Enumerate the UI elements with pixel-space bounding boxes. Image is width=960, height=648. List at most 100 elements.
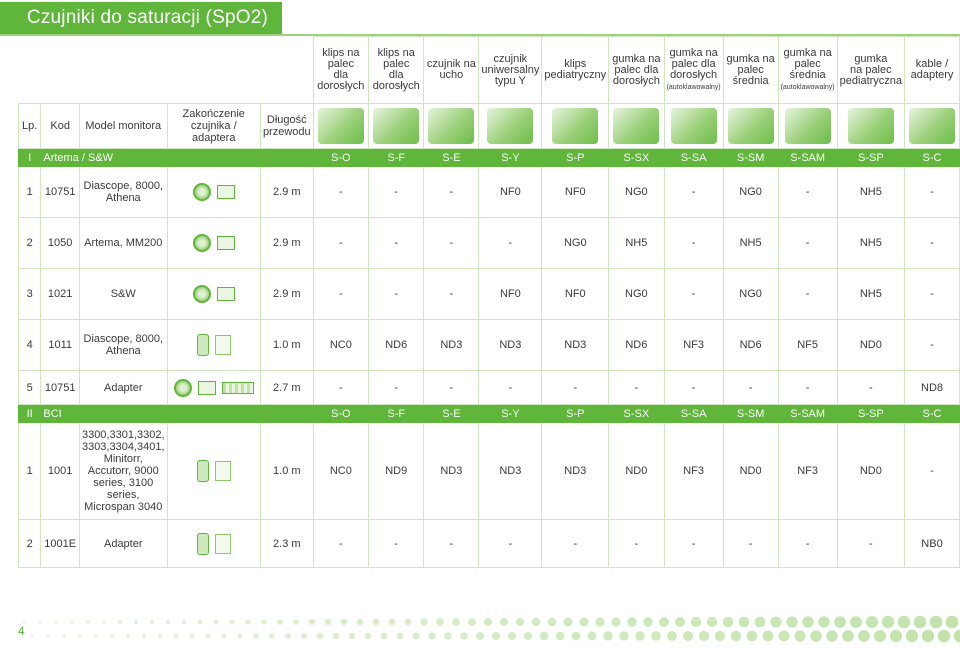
- decor-dot: [285, 633, 291, 639]
- sensor-photo: [777, 103, 838, 149]
- row-connector: [166, 422, 261, 520]
- sensor-photo: [663, 103, 724, 149]
- decor-dot: [515, 617, 525, 627]
- sensor-image: [784, 108, 831, 144]
- decor-dot: [189, 633, 195, 639]
- decor-dot: [738, 616, 750, 628]
- sensor-code: S-SM: [722, 148, 779, 167]
- col-length-header: Długość przewodu: [259, 103, 314, 149]
- compat-cell: -: [423, 519, 480, 568]
- decor-dot: [476, 632, 484, 640]
- compat-cell: NG0: [608, 268, 665, 320]
- section-number: I: [17, 148, 42, 167]
- decor-dot: [786, 616, 798, 628]
- decor-dot: [348, 632, 356, 640]
- table-row: 1 1001 3300,3301,3302, 3303,3304,3401, Min…: [17, 422, 960, 520]
- header-blank: [19, 37, 314, 104]
- decor-dot: [754, 616, 766, 628]
- sensor-photo: [904, 103, 960, 149]
- sensor-code: S-Y: [478, 148, 543, 167]
- decor-dot: [452, 618, 460, 626]
- compat-cell: -: [541, 370, 610, 405]
- sensor-type-line2: dla dorosłych: [372, 69, 420, 92]
- sensor-code: S-SAM: [777, 404, 838, 423]
- compat-cell: -: [478, 519, 543, 568]
- section-name: Artema / S&W: [40, 148, 314, 167]
- decor-dot: [428, 632, 436, 640]
- sensor-type-header: klips na palec dla dorosłych: [368, 36, 425, 104]
- compat-cell: -: [663, 370, 724, 405]
- sensor-type-header: czujnik na ucho: [423, 36, 480, 104]
- sensor-image: [317, 108, 364, 144]
- decor-dot: [722, 616, 734, 628]
- decor-dot: [563, 617, 573, 627]
- decor-dot: [412, 632, 420, 640]
- decor-dot: [889, 629, 903, 643]
- decor-dot: [221, 633, 227, 639]
- compat-cell: NC0: [312, 422, 370, 520]
- sensor-type-line1: gumka na palec dla: [669, 46, 718, 70]
- decor-dot: [778, 630, 790, 642]
- decor-dot: [468, 618, 476, 626]
- sensor-type-line2: typu Y: [494, 74, 526, 87]
- compat-cell: -: [777, 166, 838, 218]
- decor-dot: [651, 631, 661, 641]
- compat-cell: NF3: [663, 422, 724, 520]
- compat-cell: -: [777, 370, 838, 405]
- sensor-image: [428, 108, 475, 144]
- connector-icons: [170, 334, 258, 356]
- compat-cell: NF3: [777, 422, 838, 520]
- compat-cell: ND3: [423, 319, 480, 371]
- sensor-type-header: gumka na palec dla dorosłych: [608, 36, 665, 104]
- compat-cell: ND6: [368, 319, 425, 371]
- decor-dot: [675, 617, 685, 627]
- decor-dot: [46, 634, 50, 638]
- rect-connector-icon: [216, 236, 235, 250]
- compat-cell: ND8: [904, 370, 960, 405]
- decor-dot: [706, 616, 718, 628]
- row-code: 1001E: [40, 519, 80, 568]
- decor-dot: [86, 620, 90, 624]
- decor-dot: [627, 617, 637, 627]
- decor-dot: [611, 617, 621, 627]
- compat-cell: -: [478, 217, 543, 269]
- row-length: 2.9 m: [259, 217, 314, 269]
- decor-dot: [619, 631, 629, 641]
- decor-dot: [953, 629, 960, 643]
- sensor-code: S-Y: [478, 404, 543, 423]
- sensor-type-line1: gumka: [854, 52, 888, 65]
- sensor-code: S-P: [541, 404, 610, 423]
- sensor-type-line2: palec średnia: [732, 63, 769, 87]
- decor-dot: [770, 616, 782, 628]
- sensor-type-line1: klips: [564, 58, 587, 70]
- connector-icons: [170, 460, 258, 482]
- decor-dot: [261, 619, 267, 625]
- decor-dot: [54, 620, 58, 624]
- round-connector-icon: [192, 234, 211, 252]
- decor-dot: [70, 620, 74, 624]
- compat-cell: -: [423, 268, 480, 320]
- decor-dot: [531, 617, 541, 627]
- connector-icons: [170, 234, 258, 252]
- compat-cell: NG0: [608, 166, 665, 218]
- sensor-type-line2: dla dorosłych: [317, 69, 365, 92]
- decor-dot: [110, 634, 114, 638]
- sensor-code: S-SP: [836, 404, 906, 423]
- sensor-code: S-SAM: [777, 148, 838, 167]
- rect-connector-icon: [197, 380, 216, 395]
- compat-cell: NF0: [478, 268, 543, 320]
- compat-cell: -: [663, 268, 724, 320]
- compat-cell: NH5: [836, 268, 906, 320]
- compat-cell: -: [722, 519, 779, 568]
- row-model: Adapter: [78, 370, 168, 405]
- compat-cell: ND6: [608, 319, 665, 371]
- compat-cell: -: [312, 217, 370, 269]
- decor-dot: [197, 619, 203, 625]
- compat-cell: -: [312, 166, 370, 218]
- compat-cell: NG0: [722, 268, 779, 320]
- decor-dot: [356, 618, 364, 626]
- decor-dot: [141, 633, 147, 639]
- decor-dot: [118, 620, 122, 624]
- sensor-type-line1: gumka na: [726, 52, 775, 65]
- sensor-type-line1: klips na palec: [322, 47, 360, 70]
